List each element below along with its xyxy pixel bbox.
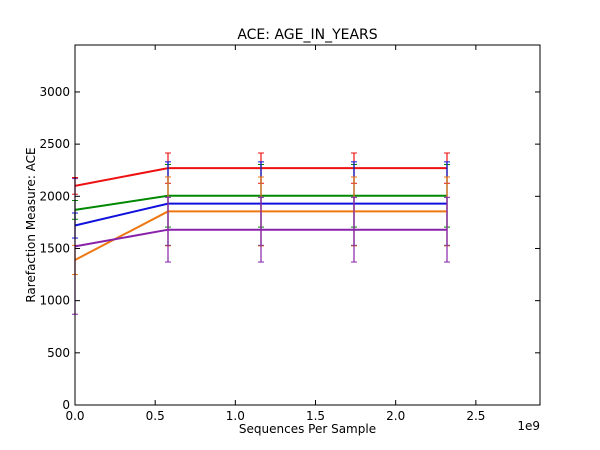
x-tick-label: 2.5 bbox=[466, 409, 485, 423]
x-tick-label: 1.0 bbox=[226, 409, 245, 423]
plot-frame bbox=[74, 44, 541, 406]
x-axis-offset-label: 1e9 bbox=[517, 419, 540, 433]
x-tick-label: 1.5 bbox=[306, 409, 325, 423]
y-tick-label: 3000 bbox=[39, 85, 70, 99]
x-tick-label: 0.0 bbox=[65, 409, 84, 423]
y-axis-label: Rarefaction Measure: ACE bbox=[24, 147, 38, 302]
y-tick-label: 2000 bbox=[39, 189, 70, 203]
axes-layer: 0.0 0.5 1.0 1.5 2.0 2.5 0 500 1000 1500 2000 2500 30… bbox=[39, 44, 541, 423]
series-line bbox=[74, 228, 447, 248]
y-tick-label: 2500 bbox=[39, 137, 70, 151]
y-tick-label: 0 bbox=[62, 398, 70, 412]
chart-title: ACE: AGE_IN_YEARS bbox=[237, 27, 377, 43]
series-layer bbox=[72, 152, 450, 315]
y-tick-label: 1000 bbox=[39, 294, 70, 308]
x-axis-label: Sequences Per Sample bbox=[239, 422, 376, 436]
x-tick-label: 0.5 bbox=[146, 409, 165, 423]
x-tick-label: 2.0 bbox=[386, 409, 405, 423]
y-tick-label: 1500 bbox=[39, 241, 70, 255]
y-tick-label: 500 bbox=[47, 346, 70, 360]
